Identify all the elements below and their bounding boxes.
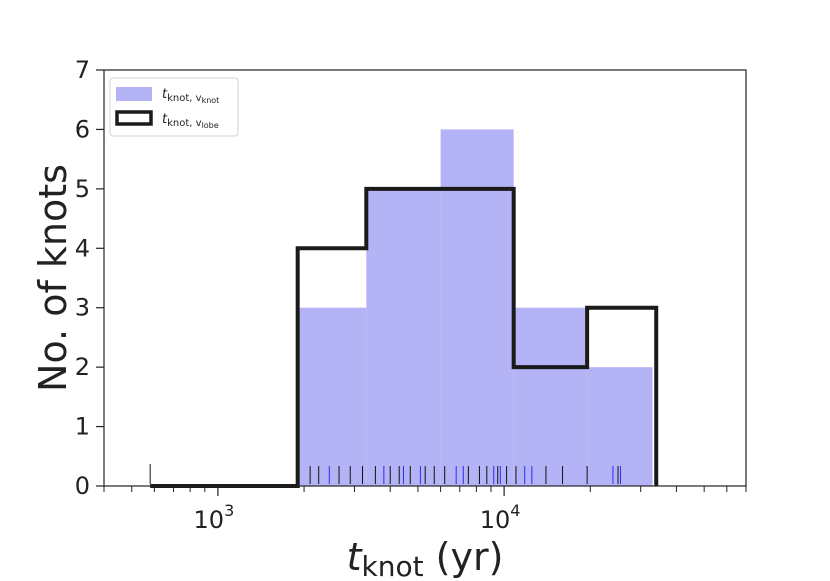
x-tick-label-1000: 103 <box>194 501 235 534</box>
rug-ticks <box>149 464 621 484</box>
x-axis-label: tknot (yr) <box>347 535 504 581</box>
y-axis: 0 1 2 3 4 5 6 7 <box>75 56 104 500</box>
y-tick-label-2: 2 <box>75 353 90 381</box>
bar-v-knot-2 <box>440 129 514 486</box>
y-tick-label-7: 7 <box>75 56 90 84</box>
y-tick-label-5: 5 <box>75 175 90 203</box>
legend-label-v-lobe: tknot, vlobe <box>162 112 219 130</box>
legend-swatch-v-lobe <box>115 110 153 126</box>
x-tick-label-10000: 104 <box>480 501 521 534</box>
y-tick-label-3: 3 <box>75 294 90 322</box>
bar-v-knot-3 <box>513 307 588 486</box>
y-axis-label: No. of knots <box>31 164 75 392</box>
plot-frame <box>103 69 747 487</box>
bar-v-knot-4 <box>587 367 653 486</box>
step-outline-v-lobe <box>150 186 659 488</box>
y-tick-label-4: 4 <box>75 234 90 262</box>
legend-swatch-v-knot <box>116 87 152 101</box>
y-tick-label-1: 1 <box>75 413 90 441</box>
legend: tknot, vknot tknot, vlobe <box>109 77 239 137</box>
legend-label-v-knot: tknot, vknot <box>162 87 219 105</box>
series-v-lobe-step <box>150 186 659 488</box>
x-axis: 103 104 <box>103 486 747 534</box>
y-tick-label-6: 6 <box>75 115 90 143</box>
bar-v-knot-1 <box>366 188 441 486</box>
y-tick-label-0: 0 <box>75 472 90 500</box>
bar-v-knot-0 <box>297 307 367 486</box>
